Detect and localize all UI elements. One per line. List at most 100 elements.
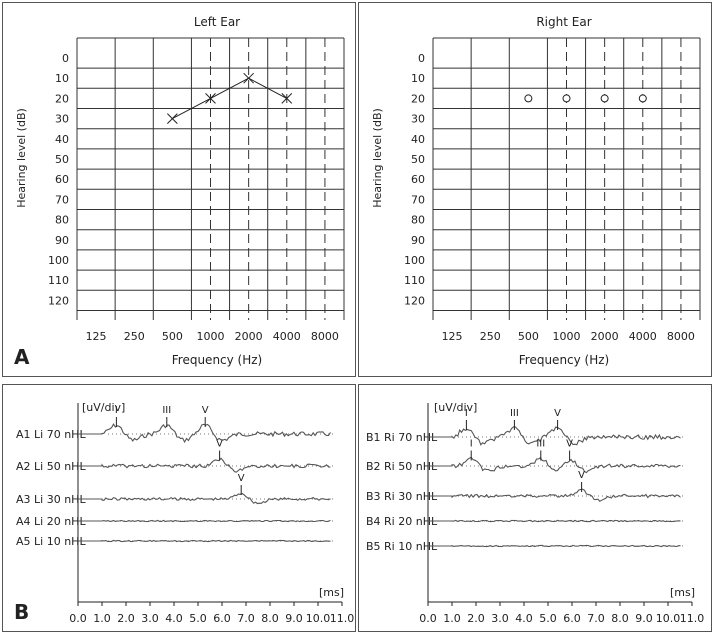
x-tick-label: 1.0 <box>443 612 461 625</box>
trace-label: A5 Li 10 nHL <box>16 535 86 548</box>
x-tick-label: 0.0 <box>419 612 437 625</box>
x-tick-label: 5.0 <box>539 612 557 625</box>
y-tick-label: 10 <box>55 72 69 85</box>
y-tick-label: 80 <box>55 214 69 227</box>
x-tick-label: 1.0 <box>93 612 111 625</box>
x-tick-label: 2.0 <box>117 612 135 625</box>
threshold-line <box>172 77 288 120</box>
trace-label: B1 Ri 70 nHL <box>366 431 438 444</box>
y-tick-label: 100 <box>48 254 69 267</box>
y-tick-label: 0 <box>62 52 69 65</box>
y-tick-label: 10 <box>411 72 425 85</box>
x-tick-label: 1000 <box>553 330 581 343</box>
abr-trace: A4 Li 20 nHL <box>16 515 334 528</box>
x-marker <box>205 93 216 104</box>
x-tick-label: 250 <box>124 330 145 343</box>
x-tick-label: 8000 <box>311 330 339 343</box>
right-audiogram-xlabel: Frequency (Hz) <box>519 353 610 367</box>
abr-trace: A2 Li 50 nHL V <box>16 439 334 473</box>
x-tick-label: 4.0 <box>165 612 183 625</box>
waveform <box>428 544 681 548</box>
abr-trace: B3 Ri 30 nHL V <box>366 470 684 503</box>
y-tick-label: 100 <box>404 254 425 267</box>
waveform <box>428 519 681 523</box>
wave-label: V <box>238 473 245 484</box>
waveform <box>78 423 331 444</box>
panel-label-a: A <box>14 345 30 369</box>
y-tick-label: 20 <box>55 92 69 105</box>
x-tick-label: 7.0 <box>587 612 605 625</box>
panel-label-b: B <box>14 600 29 624</box>
right-abr-xlabel: [ms] <box>670 586 695 599</box>
wave-label: III <box>162 405 171 416</box>
abr-trace: B4 Ri 20 nHL <box>366 515 684 528</box>
y-tick-label: 110 <box>404 274 425 287</box>
y-tick-label: 90 <box>55 234 69 247</box>
abr-right-frame <box>358 384 712 632</box>
wave-label: V <box>202 405 209 416</box>
x-tick-label: 125 <box>442 330 463 343</box>
wave-label: III <box>510 408 519 419</box>
x-tick-label: 8000 <box>667 330 695 343</box>
waveform <box>78 539 331 543</box>
left-audiogram-xlabel: Frequency (Hz) <box>172 353 263 367</box>
y-tick-label: 110 <box>48 274 69 287</box>
audiogram-left-frame <box>2 2 356 377</box>
o-marker <box>524 94 533 103</box>
x-tick-label: 11.0 <box>680 612 705 625</box>
x-tick-label: 3.0 <box>141 612 159 625</box>
right-audiogram-ylabel: Hearing level (dB) <box>371 108 384 208</box>
x-tick-label: 500 <box>162 330 183 343</box>
wave-label: V <box>578 470 585 481</box>
left-abr-ylabel: [uV/div] <box>82 401 125 414</box>
x-tick-label: 125 <box>86 330 107 343</box>
x-tick-label: 10.0 <box>656 612 681 625</box>
y-tick-label: 30 <box>55 113 69 126</box>
right-abr-ylabel: [uV/div] <box>434 401 477 414</box>
trace-label: B5 Ri 10 nHL <box>366 540 438 553</box>
abr-trace: A3 Li 30 nHL V <box>16 473 334 506</box>
y-tick-label: 120 <box>48 294 69 307</box>
y-tick-label: 90 <box>411 234 425 247</box>
abr-trace: A5 Li 10 nHL <box>16 535 334 548</box>
y-tick-label: 80 <box>411 214 425 227</box>
wave-label: III <box>536 439 545 450</box>
trace-label: A3 Li 30 nHL <box>16 493 86 506</box>
x-tick-label: 7.0 <box>237 612 255 625</box>
o-marker <box>562 94 571 103</box>
x-tick-label: 3.0 <box>491 612 509 625</box>
audiogram-right-frame <box>358 2 712 377</box>
waveform <box>428 456 681 474</box>
x-tick-label: 2.0 <box>467 612 485 625</box>
y-tick-label: 20 <box>411 92 425 105</box>
x-tick-label: 6.0 <box>563 612 581 625</box>
o-marker <box>638 94 647 103</box>
x-tick-label: 4000 <box>273 330 301 343</box>
y-tick-label: 120 <box>404 294 425 307</box>
x-tick-label: 8.0 <box>611 612 629 625</box>
trace-label: B3 Ri 30 nHL <box>366 490 438 503</box>
x-tick-label: 2000 <box>235 330 263 343</box>
x-tick-label: 9.0 <box>635 612 653 625</box>
x-marker <box>243 72 254 84</box>
wave-label: V <box>554 408 561 419</box>
right-audiogram-grid <box>432 37 701 320</box>
x-tick-label: 11.0 <box>330 612 355 625</box>
x-marker <box>167 113 178 124</box>
waveform <box>428 488 681 502</box>
x-tick-label: 10.0 <box>306 612 331 625</box>
trace-label: A1 Li 70 nHL <box>16 428 86 441</box>
wave-label: I <box>470 439 473 450</box>
left-audiogram-grid <box>76 37 345 320</box>
left-audiogram-ylabel: Hearing level (dB) <box>15 108 28 208</box>
y-tick-label: 60 <box>411 173 425 186</box>
y-tick-label: 70 <box>411 193 425 206</box>
abr-left-frame <box>2 384 356 632</box>
trace-label: B4 Ri 20 nHL <box>366 515 438 528</box>
x-tick-label: 2000 <box>591 330 619 343</box>
waveform <box>78 457 331 473</box>
abr-trace: B5 Ri 10 nHL <box>366 540 684 553</box>
